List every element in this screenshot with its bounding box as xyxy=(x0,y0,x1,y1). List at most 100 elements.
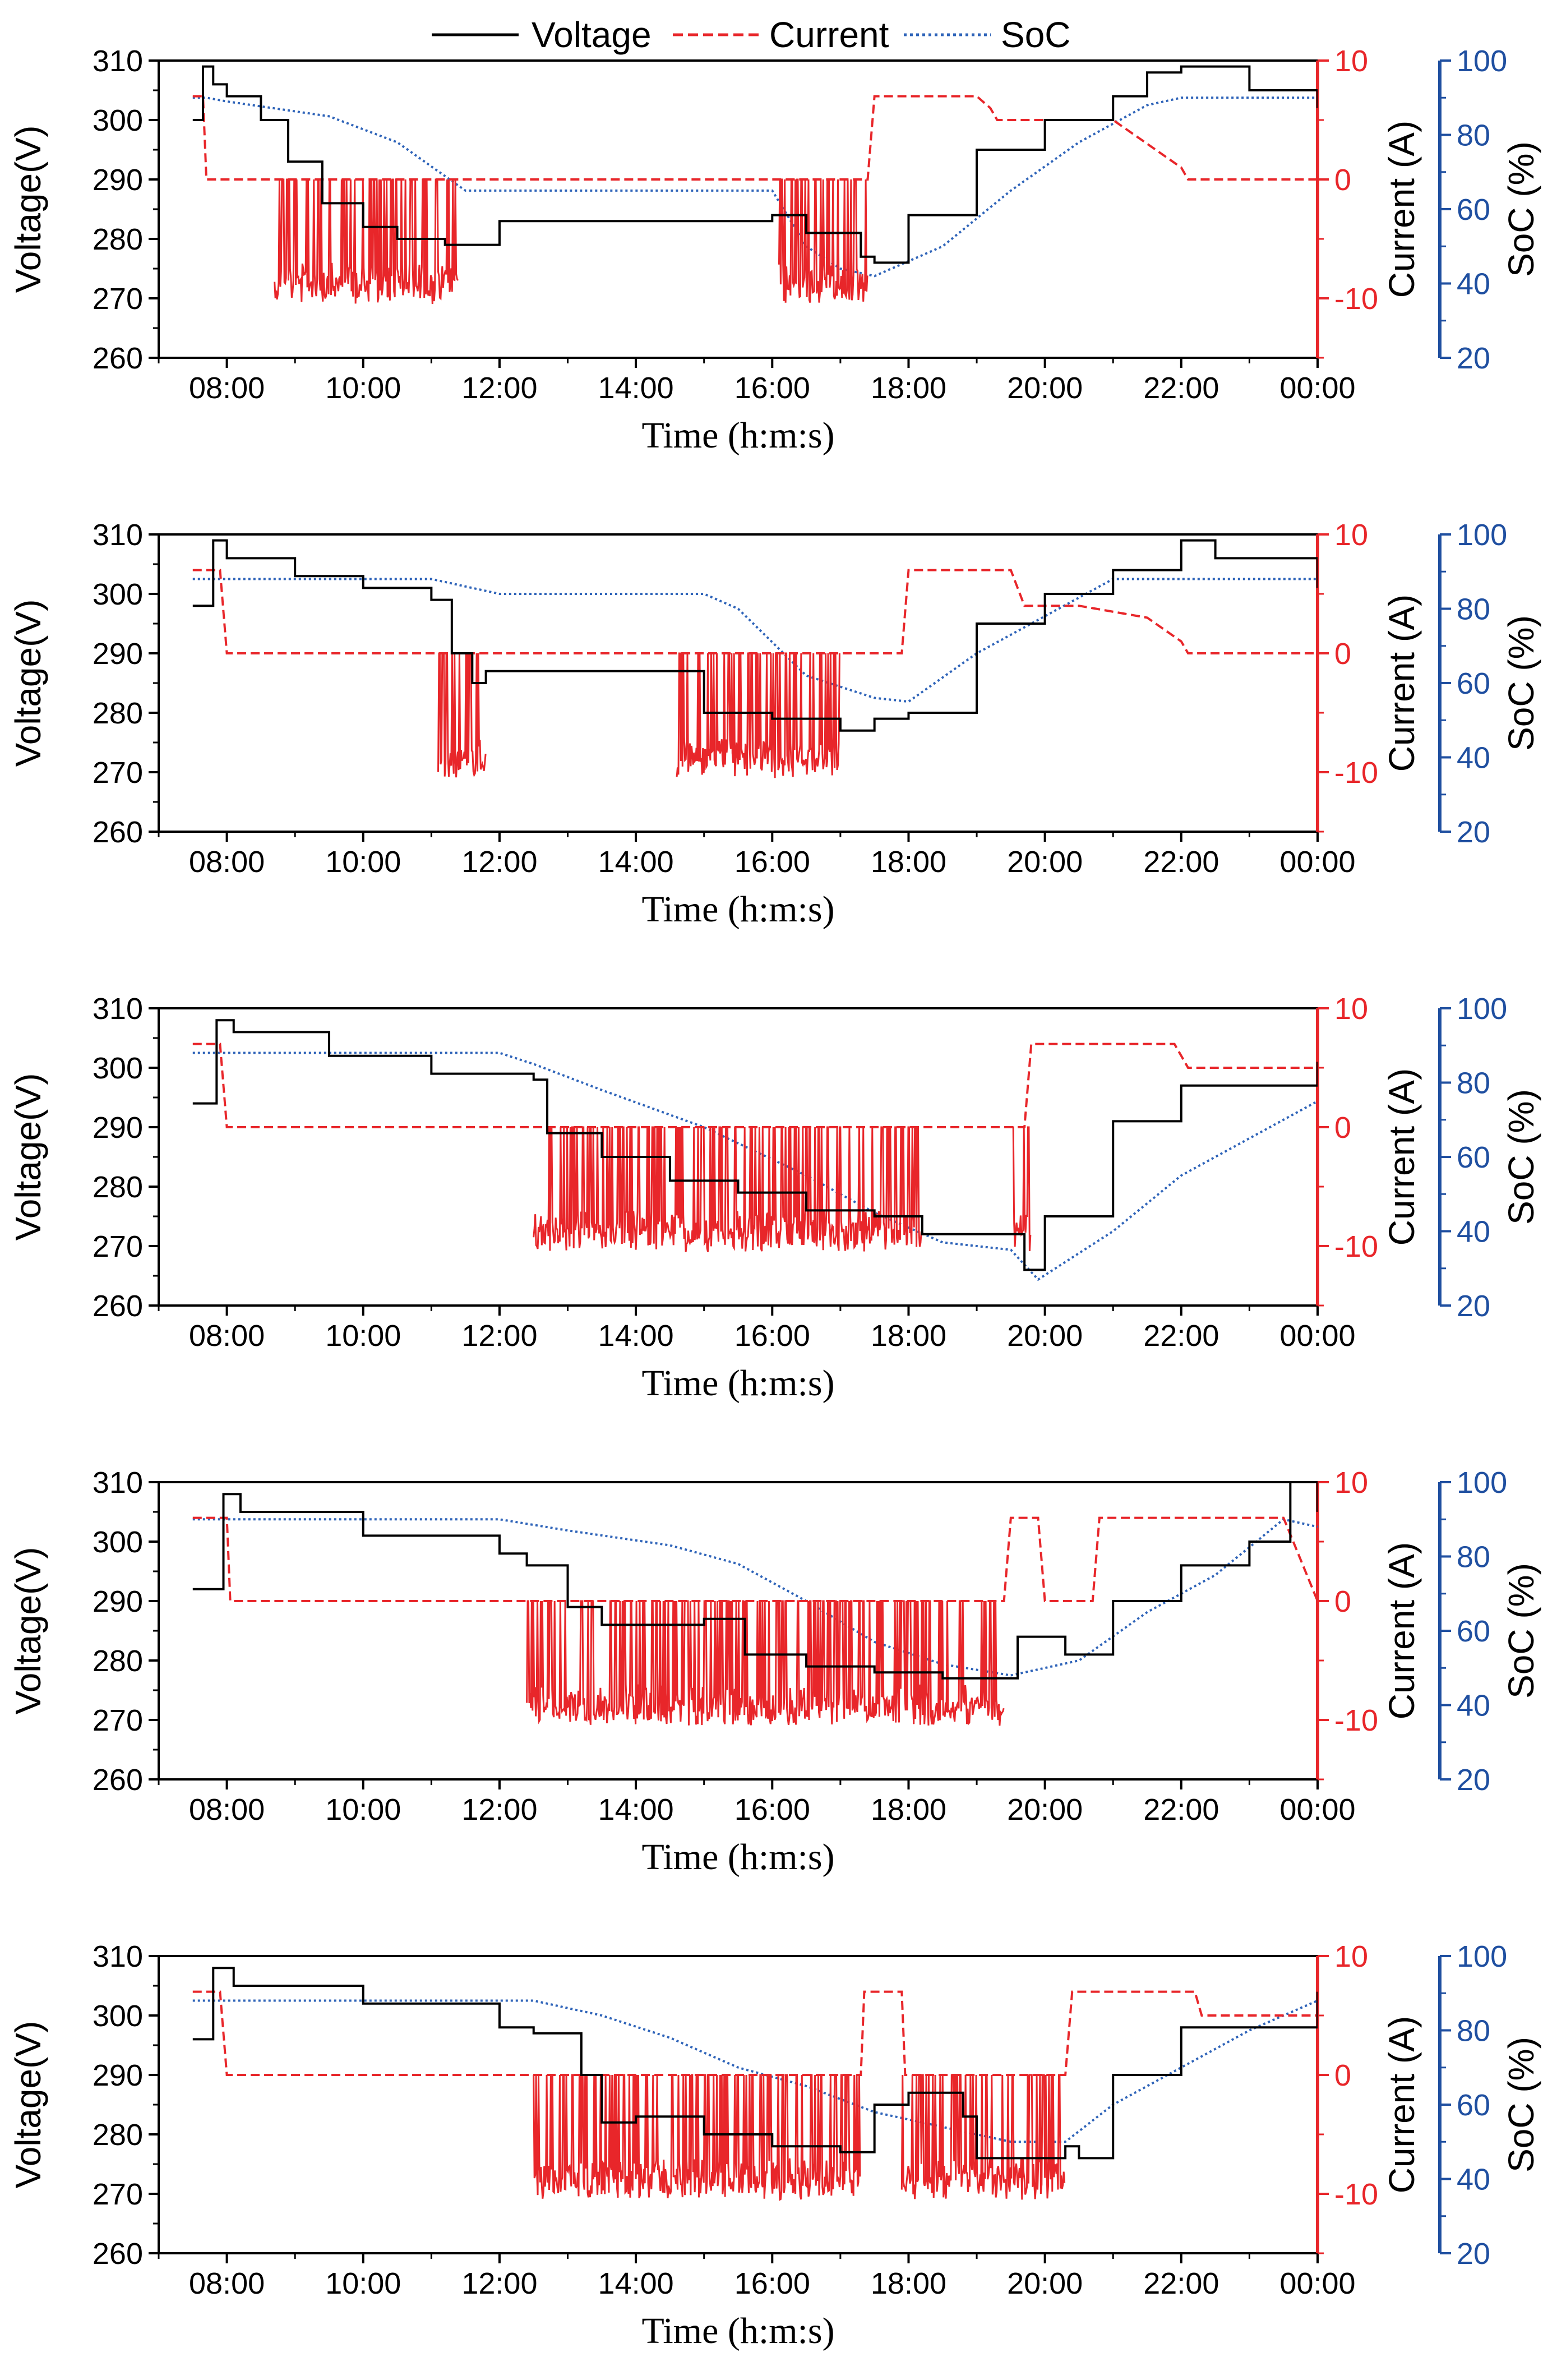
x-tick-label: 18:00 xyxy=(871,845,946,879)
soc-tick-label: 60 xyxy=(1457,2088,1490,2122)
x-tick-label: 16:00 xyxy=(734,845,810,879)
x-tick-label: 12:00 xyxy=(461,371,537,405)
y-tick-label: 310 xyxy=(93,1940,143,1973)
x-tick-label: 22:00 xyxy=(1143,1793,1219,1826)
soc-tick-label: 20 xyxy=(1457,815,1490,849)
x-tick-label: 18:00 xyxy=(871,371,946,405)
x-tick-label: 00:00 xyxy=(1279,371,1355,405)
y-tick-label: 260 xyxy=(93,815,143,849)
y-tick-label: 280 xyxy=(93,697,143,730)
current-tick-label: 10 xyxy=(1334,44,1368,78)
current-tick-label: 10 xyxy=(1334,992,1368,1026)
current-burst xyxy=(533,1126,922,1252)
x-tick-label: 20:00 xyxy=(1007,845,1083,879)
current-tick-label: -10 xyxy=(1334,1230,1378,1263)
current-tick-label: -10 xyxy=(1334,1704,1378,1737)
current-series-line xyxy=(192,1516,1318,1602)
x-tick-label: 08:00 xyxy=(189,2267,265,2300)
y-tick-label: 300 xyxy=(93,578,143,611)
x-tick-label: 14:00 xyxy=(598,1793,674,1826)
soc-axis-title: SoC (%) xyxy=(1501,615,1541,751)
x-tick-label: 14:00 xyxy=(598,845,674,879)
x-tick-label: 12:00 xyxy=(461,2267,537,2300)
current-burst xyxy=(676,652,840,778)
current-burst xyxy=(1010,1126,1032,1252)
soc-tick-label: 80 xyxy=(1457,1067,1490,1100)
soc-tick-label: 40 xyxy=(1457,1215,1490,1249)
soc-tick-label: 20 xyxy=(1457,2237,1490,2271)
y-tick-label: 300 xyxy=(93,1999,143,2033)
y-tick-label: 270 xyxy=(93,282,143,316)
x-tick-label: 16:00 xyxy=(734,2267,810,2300)
plot-area xyxy=(192,1967,1318,2201)
current-axis-title: Current (A) xyxy=(1382,594,1422,772)
y-tick-label: 310 xyxy=(93,992,143,1026)
x-tick-label: 20:00 xyxy=(1007,1319,1083,1353)
panel-4: 08:00 10:00 12:00 14:00 16:00 18:00 20:00 22:00… xyxy=(8,1466,1541,1878)
x-tick-label: 08:00 xyxy=(189,1319,265,1353)
x-tick-label: 00:00 xyxy=(1279,1793,1355,1826)
x-tick-label: 00:00 xyxy=(1279,1319,1355,1353)
y-tick-label: 270 xyxy=(93,1704,143,1737)
x-tick-label: 08:00 xyxy=(189,845,265,879)
current-axis-title: Current (A) xyxy=(1382,2016,1422,2194)
x-axis-title: Time (h:m:s) xyxy=(641,2310,834,2351)
panel-3: 08:00 10:00 12:00 14:00 16:00 18:00 20:00 22:00… xyxy=(8,992,1541,1404)
y-tick-label: 310 xyxy=(93,518,143,552)
soc-tick-label: 40 xyxy=(1457,267,1490,301)
soc-tick-label: 60 xyxy=(1457,1141,1490,1174)
current-series-line xyxy=(192,569,1318,654)
current-tick-label: -10 xyxy=(1334,282,1378,316)
voltage-series-line xyxy=(192,1967,1318,2160)
x-tick-label: 08:00 xyxy=(189,1793,265,1826)
plot-area xyxy=(192,539,1318,778)
soc-tick-label: 80 xyxy=(1457,119,1490,153)
soc-axis-title: SoC (%) xyxy=(1501,1089,1541,1225)
y-tick-label: 270 xyxy=(93,2178,143,2211)
y-tick-label: 300 xyxy=(93,104,143,137)
y-tick-label: 280 xyxy=(93,2118,143,2152)
y-tick-label: 300 xyxy=(93,1051,143,1085)
current-tick-label: -10 xyxy=(1334,2178,1378,2211)
soc-tick-label: 20 xyxy=(1457,1763,1490,1797)
soc-tick-label: 60 xyxy=(1457,1615,1490,1648)
current-tick-label: 0 xyxy=(1334,2059,1351,2092)
soc-axis-title: SoC (%) xyxy=(1501,141,1541,277)
x-tick-label: 12:00 xyxy=(461,845,537,879)
x-tick-label: 12:00 xyxy=(461,1319,537,1353)
y-tick-label: 260 xyxy=(93,2237,143,2271)
y-tick-label: 280 xyxy=(93,223,143,256)
panel-5: 08:00 10:00 12:00 14:00 16:00 18:00 20:00 22:00… xyxy=(8,1940,1541,2351)
y-axis-title: Voltage(V) xyxy=(8,1073,48,1241)
x-tick-label: 14:00 xyxy=(598,2267,674,2300)
soc-series-line xyxy=(192,578,1318,703)
soc-axis-title: SoC (%) xyxy=(1501,1563,1541,1699)
voltage-series-line xyxy=(192,65,1318,264)
x-tick-label: 00:00 xyxy=(1279,2267,1355,2300)
current-series-line xyxy=(192,95,1318,181)
x-tick-label: 08:00 xyxy=(189,371,265,405)
voltage-series-line xyxy=(192,1019,1318,1271)
x-axis-title: Time (h:m:s) xyxy=(641,1363,834,1404)
x-tick-label: 22:00 xyxy=(1143,2267,1219,2300)
soc-series-line xyxy=(192,1999,1318,2143)
x-tick-label: 18:00 xyxy=(871,2267,946,2300)
y-tick-label: 270 xyxy=(93,756,143,790)
voltage-series-line xyxy=(192,539,1318,732)
x-tick-label: 20:00 xyxy=(1007,1793,1083,1826)
current-tick-label: 10 xyxy=(1334,1940,1368,1973)
plot-area xyxy=(192,1482,1318,1726)
x-tick-label: 16:00 xyxy=(734,1793,810,1826)
soc-tick-label: 40 xyxy=(1457,741,1490,775)
current-burst xyxy=(533,2074,861,2201)
x-tick-label: 22:00 xyxy=(1143,845,1219,879)
legend: Voltage Current SoC xyxy=(432,15,1071,55)
x-tick-label: 16:00 xyxy=(734,371,810,405)
soc-tick-label: 60 xyxy=(1457,667,1490,700)
x-tick-label: 16:00 xyxy=(734,1319,810,1353)
x-axis-title: Time (h:m:s) xyxy=(641,1837,834,1878)
soc-axis-title: SoC (%) xyxy=(1501,2037,1541,2173)
y-tick-label: 310 xyxy=(93,44,143,78)
x-tick-label: 20:00 xyxy=(1007,2267,1083,2300)
